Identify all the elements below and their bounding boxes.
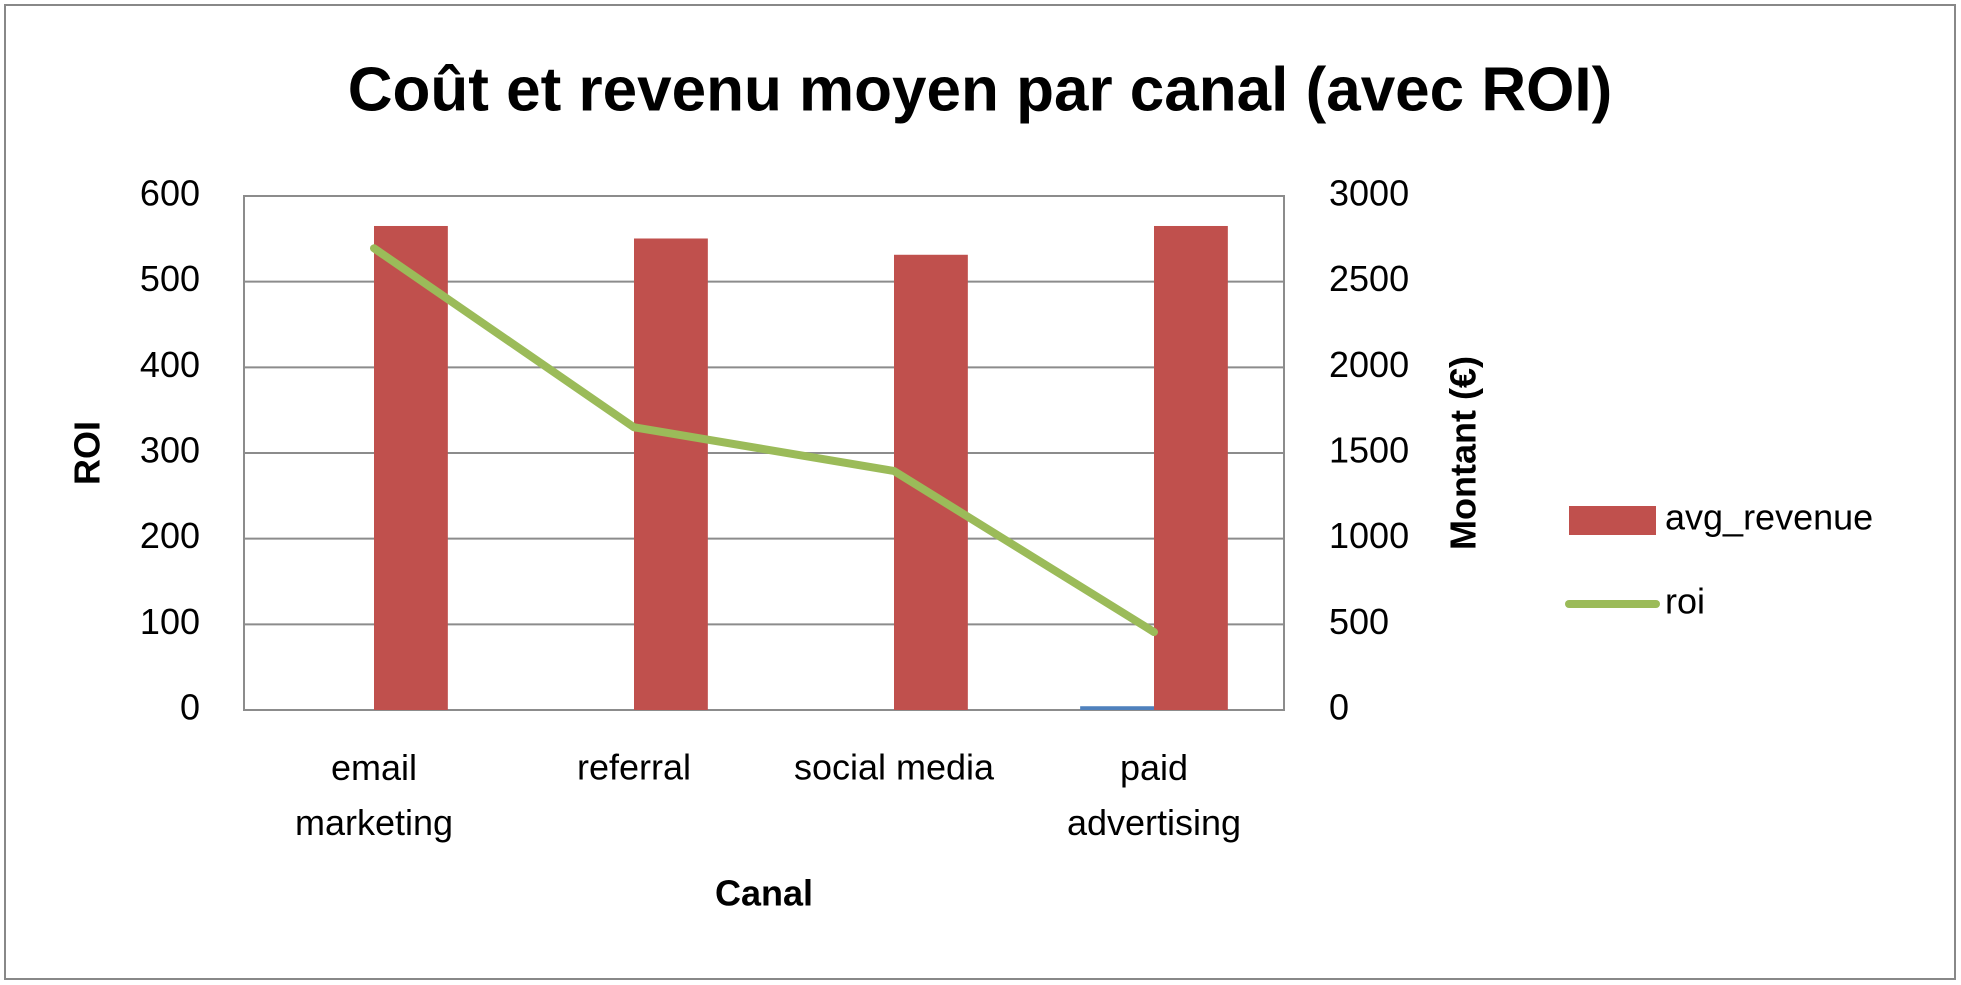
x-axis-title: Canal [715,873,813,914]
y-tick-label: 0 [180,687,200,728]
bar [1154,225,1228,710]
chart-frame [4,4,1956,980]
y-tick-label: 300 [140,430,200,471]
y-axis-title: ROI [67,421,108,485]
bar [634,238,708,710]
y-tick-label: 400 [140,344,200,385]
y2-tick-label: 2000 [1329,344,1409,385]
legend-label: avg_revenue [1665,497,1873,538]
y-tick-label: 100 [140,601,200,642]
x-tick-label: email marketing [295,747,453,843]
y2-tick-label: 0 [1329,687,1349,728]
line-series [370,244,1158,637]
y2-tick-label: 1000 [1329,515,1409,556]
y2-tick-label: 500 [1329,601,1389,642]
y2-tick-label: 1500 [1329,430,1409,471]
x-tick-label-line: advertising [1067,802,1241,843]
plot-frame [243,195,1285,711]
x-tick-label-line: paid [1120,747,1188,788]
y2-axis-title: Montant (€) [1443,356,1484,550]
y-tick-label: 600 [140,173,200,214]
x-tick-label: social media [794,747,995,788]
y-tick-label: 500 [140,258,200,299]
y2-tick-label: 3000 [1329,173,1409,214]
x-tick-label-line: email [331,747,417,788]
y-tick-label: 200 [140,515,200,556]
legend-swatch [1569,506,1656,535]
x-tick-label-line: marketing [295,802,453,843]
y2-tick-label: 2500 [1329,258,1409,299]
legend-label: roi [1665,581,1705,622]
bar [374,225,448,710]
x-tick-label: paid advertising [1067,747,1241,843]
x-tick-label: referral [577,747,691,788]
bar [1080,706,1154,710]
chart-title: Coût et revenu moyen par canal (avec ROI… [348,55,1613,124]
